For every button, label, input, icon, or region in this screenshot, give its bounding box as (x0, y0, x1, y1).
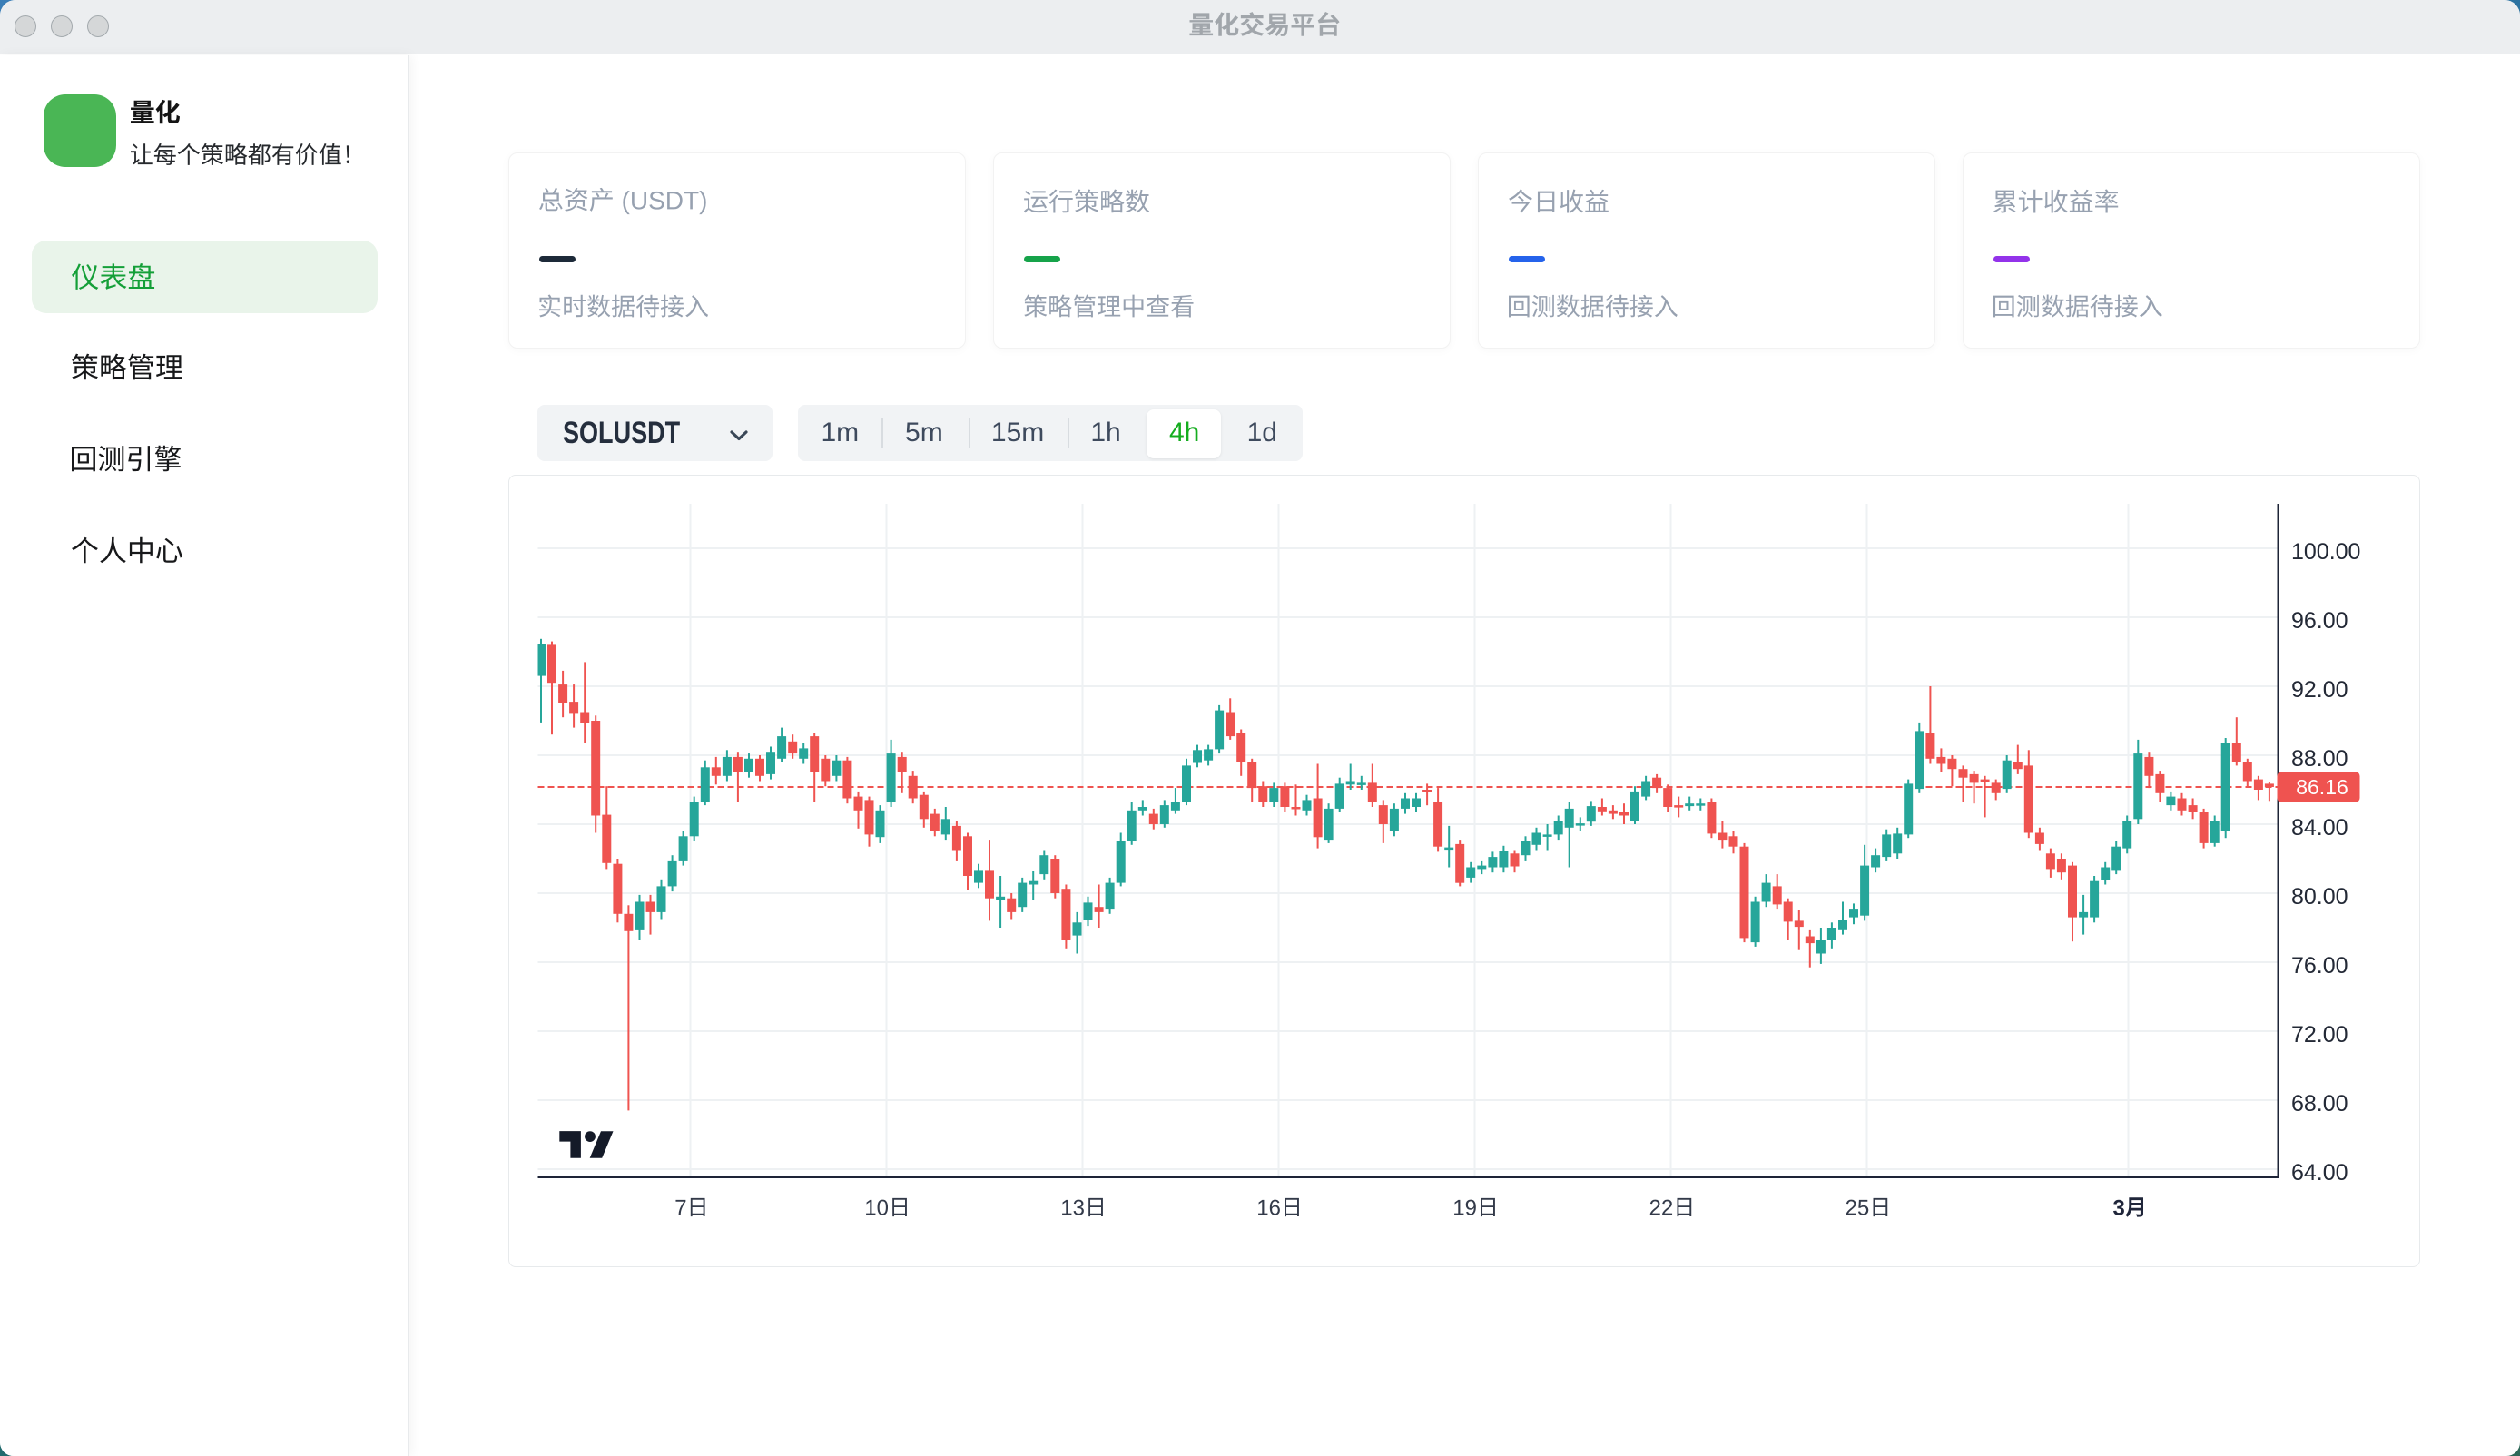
svg-text:64.00: 64.00 (2291, 1160, 2348, 1185)
svg-text:68.00: 68.00 (2291, 1091, 2348, 1117)
svg-text:84.00: 84.00 (2291, 815, 2348, 841)
svg-text:86.16: 86.16 (2296, 775, 2348, 799)
svg-text:88.00: 88.00 (2291, 746, 2348, 772)
svg-text:80.00: 80.00 (2291, 884, 2348, 910)
svg-text:96.00: 96.00 (2291, 608, 2348, 634)
svg-text:92.00: 92.00 (2291, 677, 2348, 703)
svg-text:72.00: 72.00 (2291, 1022, 2348, 1048)
svg-text:100.00: 100.00 (2291, 539, 2360, 565)
svg-text:76.00: 76.00 (2291, 953, 2348, 979)
